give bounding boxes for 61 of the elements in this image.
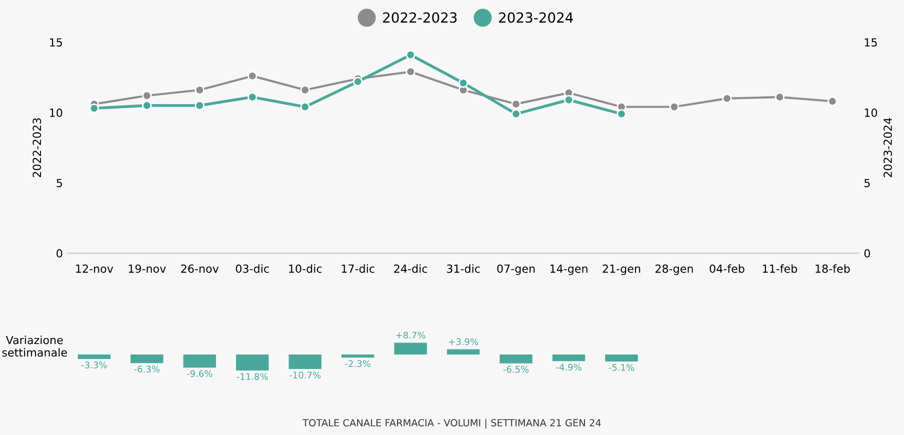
x-tick-label: 10-dic: [289, 264, 322, 273]
data-label: -4.9%: [556, 364, 582, 371]
point: [89, 103, 100, 114]
data-label: -6.5%: [503, 366, 529, 373]
x-tick-label: 03-dic: [236, 264, 269, 273]
point: [194, 85, 204, 95]
x-tick-label: 19-nov: [128, 264, 166, 273]
y-tick-label: 5: [56, 178, 62, 188]
y-tick-label: 10: [50, 108, 62, 117]
x-tick-label: 04-feb: [710, 264, 744, 273]
data-label: -2.3%: [345, 360, 370, 368]
legend-label: 2022-2023: [383, 12, 457, 23]
text: TOTALE CANALE FARMACIA - VOLUMI | SETTIMANA 21 GEN 24: [302, 418, 601, 429]
x-tick-label: 14-gen: [550, 264, 588, 276]
point: [511, 109, 521, 119]
point: [828, 96, 838, 106]
point: [564, 95, 574, 105]
x-tick-label: 26-nov: [181, 264, 219, 273]
point: [300, 102, 310, 112]
y-axis-title: Variazione settimanale: [2, 336, 67, 357]
point: [142, 90, 152, 101]
point: [616, 109, 626, 119]
x-tick-label: 21-gen: [602, 264, 640, 276]
point: [406, 66, 416, 77]
y2-tick-label: 5: [864, 178, 870, 188]
data-label: +8.7%: [396, 332, 426, 339]
point: [669, 102, 680, 112]
x-tick-label: 17-dic: [342, 264, 374, 273]
data-label: +3.9%: [449, 338, 478, 346]
x-tick-label: 12-nov: [76, 264, 114, 273]
point: [406, 50, 416, 60]
data-label: -11.8%: [236, 373, 268, 380]
x-tick-label: 24-dic: [394, 264, 428, 273]
data-label: -6.3%: [134, 366, 160, 372]
y-axis-title: 2022-2023: [32, 118, 42, 178]
legend-label: 2023-2024: [499, 12, 573, 23]
point: [248, 92, 258, 102]
data-label: -3.3%: [82, 362, 107, 368]
y2-tick-label: 10: [864, 108, 878, 117]
data-label: -9.6%: [186, 370, 212, 377]
y2-tick-label: 0: [864, 249, 870, 258]
x-tick-label: 11-feb: [762, 264, 798, 273]
point: [511, 99, 521, 109]
point: [248, 71, 258, 81]
point: [300, 85, 310, 95]
x-tick-label: 18-feb: [816, 264, 850, 273]
point: [194, 100, 204, 110]
y2-tick-label: 15: [864, 38, 877, 47]
point: [458, 78, 468, 88]
point: [142, 100, 152, 110]
point: [352, 76, 363, 86]
x-tick-label: 31-dic: [446, 264, 480, 273]
y-tick-label: 0: [56, 249, 62, 258]
data-label: -10.7%: [290, 372, 321, 378]
y2-axis-title: 2023-2024: [884, 118, 892, 178]
x-tick-label: 07-gen: [497, 264, 535, 276]
point: [774, 92, 785, 102]
data-label: -5.1%: [608, 364, 634, 371]
y-tick-label: 15: [50, 38, 62, 47]
point: [722, 94, 732, 104]
x-tick-label: 28-gen: [656, 264, 693, 276]
